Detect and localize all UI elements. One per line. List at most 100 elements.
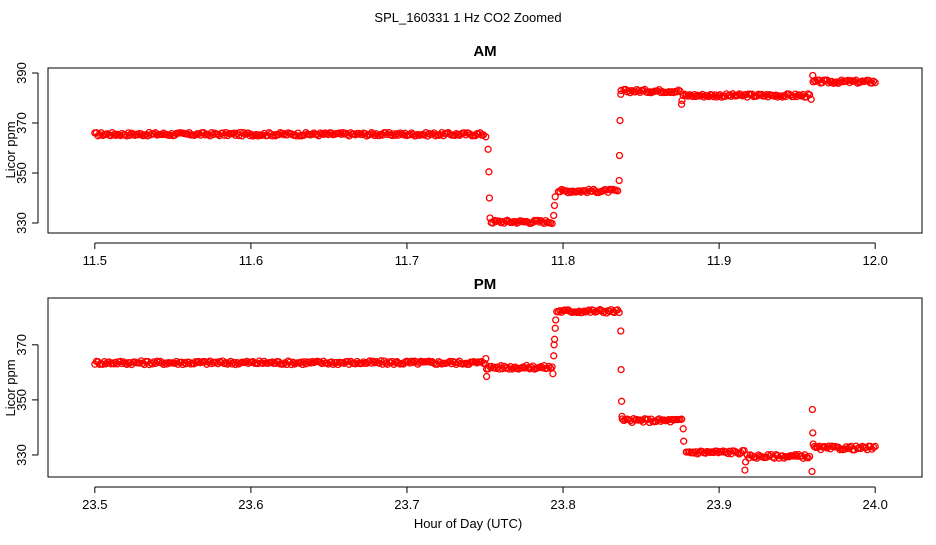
data-point	[799, 454, 807, 462]
data-point	[871, 78, 879, 87]
data-point	[601, 307, 609, 316]
data-point	[869, 77, 878, 85]
data-point	[482, 372, 491, 381]
data-point	[548, 219, 556, 228]
data-point	[797, 92, 806, 100]
data-point	[482, 133, 490, 141]
data-point	[808, 405, 817, 414]
am-x-tick-label: 11.7	[395, 253, 419, 268]
data-point	[543, 364, 551, 372]
data-point	[166, 131, 174, 139]
data-point	[307, 359, 315, 367]
data-point	[778, 93, 787, 101]
data-point	[578, 308, 587, 317]
am-y-tick-label: 370	[14, 112, 29, 134]
data-point	[551, 324, 559, 332]
data-point	[809, 440, 817, 448]
data-point	[550, 352, 558, 360]
data-point	[677, 100, 686, 108]
data-point	[678, 96, 686, 105]
pm-y-axis-label: Licor ppm	[3, 359, 18, 416]
data-point	[626, 89, 634, 97]
data-point	[247, 130, 256, 139]
data-point	[550, 211, 558, 220]
data-point	[549, 370, 557, 378]
am-panel: AM Licor ppm 11.5 11.6 11.7 11.8 11.9 12.0 330…	[3, 43, 923, 268]
data-point	[804, 454, 812, 462]
data-point	[805, 91, 814, 99]
data-point	[497, 219, 505, 227]
data-point	[271, 132, 280, 140]
pm-plot-frame	[47, 297, 923, 478]
figure-title: SPL_160331 1 Hz CO2 Zoomed	[374, 10, 561, 25]
pm-x-tick-label: 23.9	[706, 497, 731, 512]
data-point	[692, 92, 700, 101]
data-point	[369, 130, 377, 138]
data-point	[741, 466, 749, 474]
data-point	[617, 90, 625, 98]
data-point	[807, 95, 815, 103]
data-point	[550, 335, 559, 343]
data-point	[615, 308, 623, 317]
data-point	[460, 129, 468, 137]
data-point	[382, 359, 390, 367]
am-x-tick-label: 12.0	[863, 253, 888, 268]
am-x-tick-label: 11.9	[707, 253, 731, 268]
data-point	[545, 362, 553, 371]
pm-panel: PM Licor ppm 23.5 23.6 23.7 23.8 23.9 24.0 330…	[3, 276, 923, 512]
data-point	[550, 201, 559, 210]
pm-y-tick-label: 370	[14, 334, 29, 356]
data-point	[717, 93, 726, 101]
data-point	[548, 363, 556, 371]
data-point	[524, 218, 532, 226]
data-point	[617, 327, 625, 335]
data-point	[231, 360, 240, 369]
data-point	[207, 129, 216, 137]
data-point	[474, 130, 483, 138]
pm-y-tick-label: 350	[14, 389, 29, 411]
data-point	[772, 91, 780, 99]
data-point	[618, 412, 626, 421]
pm-x-tick-label: 23.6	[238, 497, 263, 512]
pm-x-tick-label: 23.5	[82, 497, 107, 512]
data-point	[254, 132, 262, 140]
data-point	[737, 91, 745, 99]
data-point	[868, 79, 876, 87]
data-point	[369, 357, 377, 365]
data-point	[808, 467, 816, 476]
data-point	[684, 92, 692, 100]
data-point	[371, 359, 379, 367]
data-point	[617, 365, 625, 374]
data-point	[785, 453, 793, 461]
data-point	[308, 130, 316, 138]
data-point	[678, 415, 686, 423]
am-y-tick-label: 330	[14, 212, 29, 234]
data-point	[614, 187, 622, 195]
data-point	[690, 449, 699, 457]
data-point	[682, 91, 691, 99]
am-x-tick-label: 11.6	[239, 253, 263, 268]
pm-x-tick-label: 23.8	[550, 497, 575, 512]
data-point	[793, 452, 801, 460]
data-point	[111, 131, 120, 140]
data-point	[482, 354, 490, 363]
pm-panel-title: PM	[474, 276, 497, 293]
data-point	[617, 86, 625, 95]
pm-x-tick-label: 23.7	[394, 497, 419, 512]
pm-data-series	[91, 306, 879, 476]
data-point	[709, 93, 718, 101]
data-point	[700, 93, 708, 101]
am-plot-frame	[47, 67, 923, 234]
data-point	[259, 131, 267, 139]
data-point	[217, 358, 225, 367]
data-point	[358, 359, 366, 368]
data-point	[674, 86, 683, 94]
data-point	[551, 193, 559, 201]
data-point	[809, 78, 817, 86]
data-point	[634, 87, 643, 95]
data-point	[842, 443, 850, 451]
data-point	[805, 452, 814, 461]
data-point	[741, 458, 750, 466]
